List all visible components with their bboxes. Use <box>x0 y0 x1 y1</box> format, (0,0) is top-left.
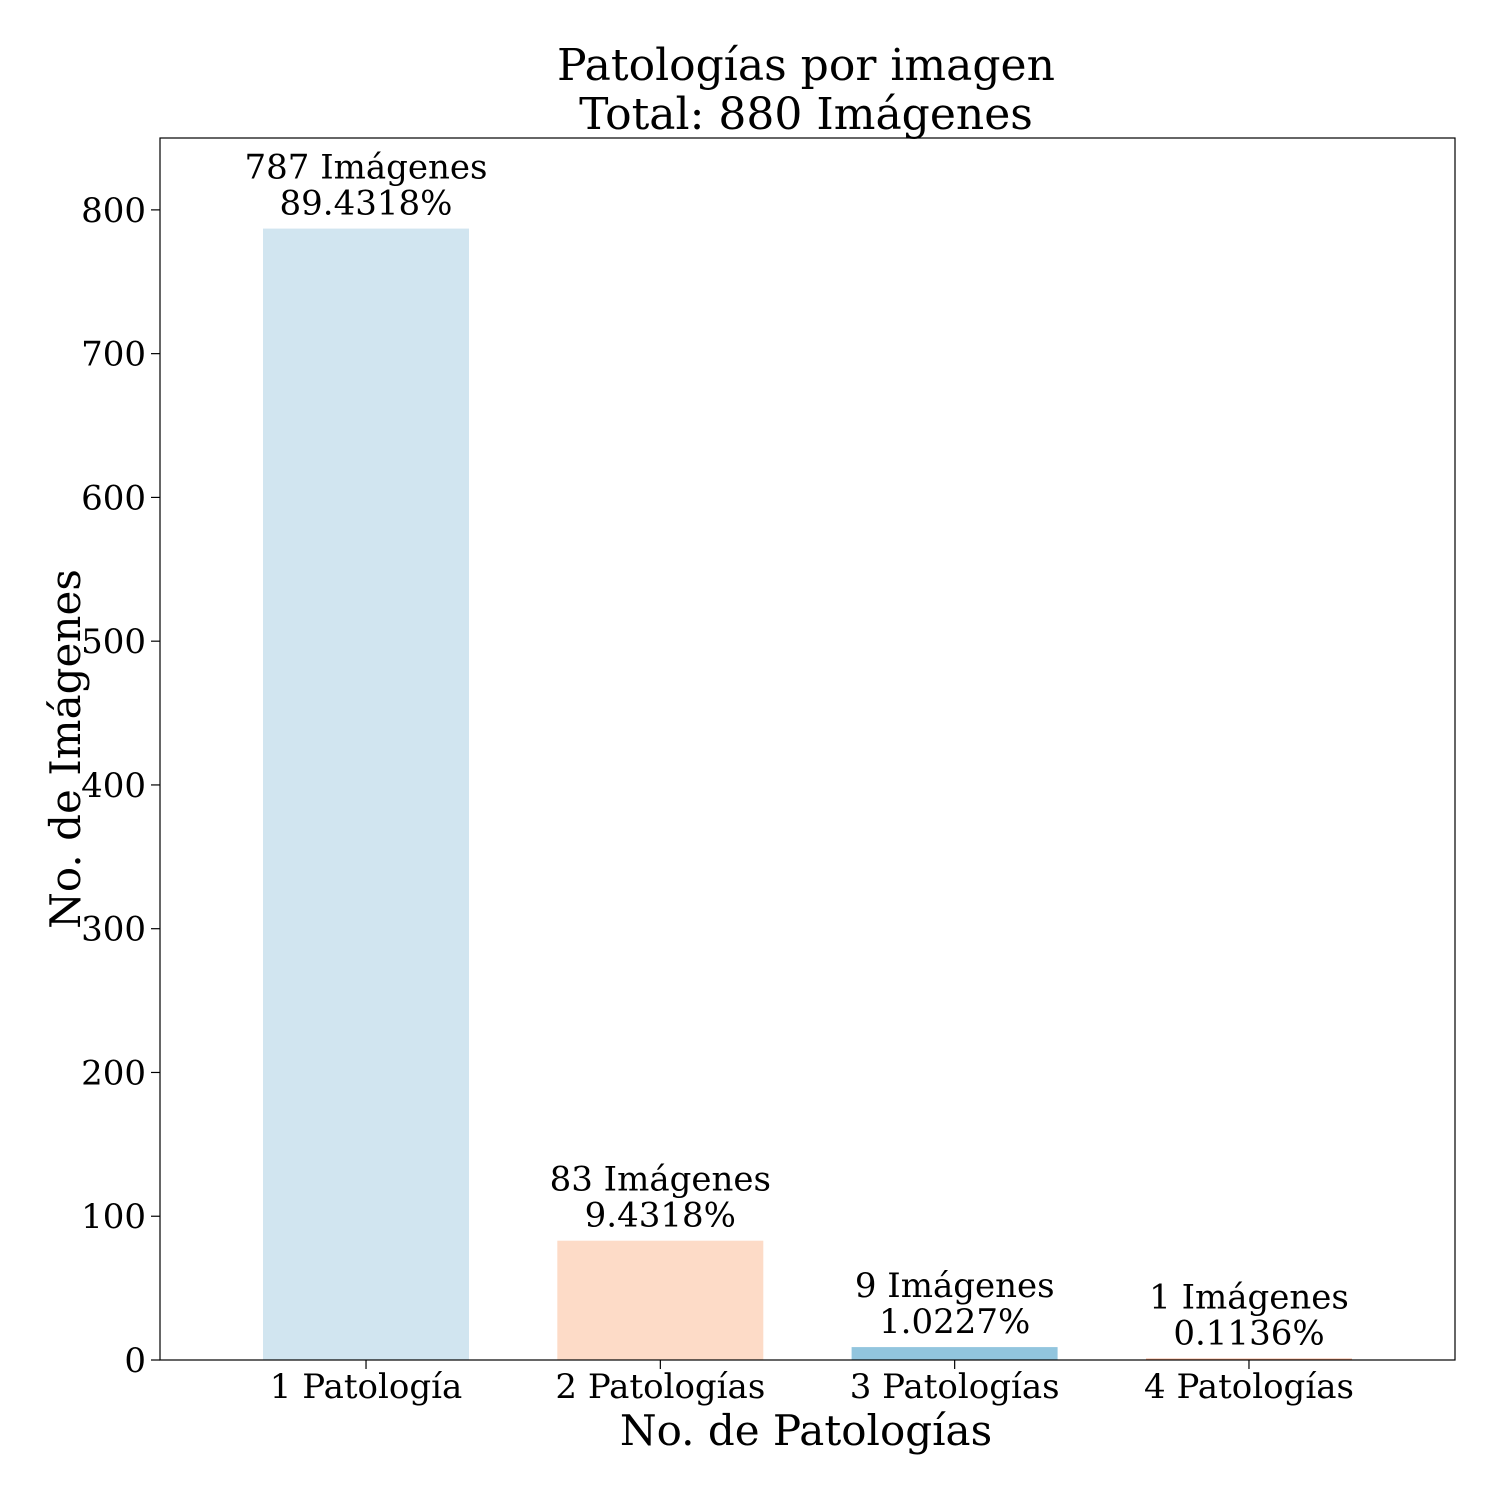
x-axis-ticks: 1 Patología 2 Patologías 3 Patologías 4 Pat… <box>270 1360 1354 1407</box>
x-tick-label-2: 2 Patologías <box>555 1367 765 1407</box>
bar-3 <box>851 1347 1058 1360</box>
bar-percent-label: 0.1136% <box>1173 1314 1324 1354</box>
bar-value-label-3: 9 Imágenes 1.0227% <box>855 1266 1055 1342</box>
y-tick-label: 800 <box>81 191 146 231</box>
y-axis-ticks: 0 100 200 300 400 500 600 700 800 <box>81 191 160 1381</box>
x-axis-label: No. de Patologías <box>620 1406 992 1455</box>
bar-percent-label: 89.4318% <box>280 184 453 224</box>
bar-4 <box>1146 1358 1352 1361</box>
y-tick-label: 500 <box>81 622 146 662</box>
chart-title-line-1: Patologías por imagen <box>557 40 1055 91</box>
bar-value-label-2: 83 Imágenes 9.4318% <box>550 1160 771 1236</box>
bar-value-label-4: 1 Imágenes 0.1136% <box>1149 1278 1349 1354</box>
bar-count-label: 787 Imágenes <box>245 148 488 188</box>
plot-frame <box>159 137 1456 1361</box>
bar-count-label: 1 Imágenes <box>1149 1278 1349 1318</box>
x-tick-label-1: 1 Patología <box>270 1367 462 1407</box>
bar-value-label-1: 787 Imágenes 89.4318% <box>245 148 488 224</box>
y-tick-label: 400 <box>81 766 146 806</box>
y-tick-label: 200 <box>81 1053 146 1093</box>
y-tick-label: 600 <box>81 478 146 518</box>
bar-2 <box>557 1240 764 1360</box>
bars-group <box>263 228 1352 1361</box>
bar-count-label: 83 Imágenes <box>550 1160 771 1200</box>
bar-percent-label: 1.0227% <box>879 1302 1030 1342</box>
bar-1 <box>263 228 469 1361</box>
y-tick-label: 0 <box>124 1341 146 1381</box>
bar-percent-label: 9.4318% <box>585 1196 736 1236</box>
y-tick-label: 300 <box>81 910 146 950</box>
x-tick-label-4: 4 Patologías <box>1144 1367 1354 1407</box>
chart-title-line-2: Total: 880 Imágenes <box>579 89 1033 140</box>
bar-count-label: 9 Imágenes <box>855 1266 1055 1306</box>
x-tick-label-3: 3 Patologías <box>850 1367 1060 1407</box>
y-tick-label: 700 <box>81 335 146 375</box>
bar-labels-group: 787 Imágenes 89.4318% 83 Imágenes 9.4318% 9 … <box>245 148 1349 1354</box>
y-tick-label: 100 <box>81 1197 146 1237</box>
y-axis-label: No. de Imágenes <box>41 569 90 929</box>
